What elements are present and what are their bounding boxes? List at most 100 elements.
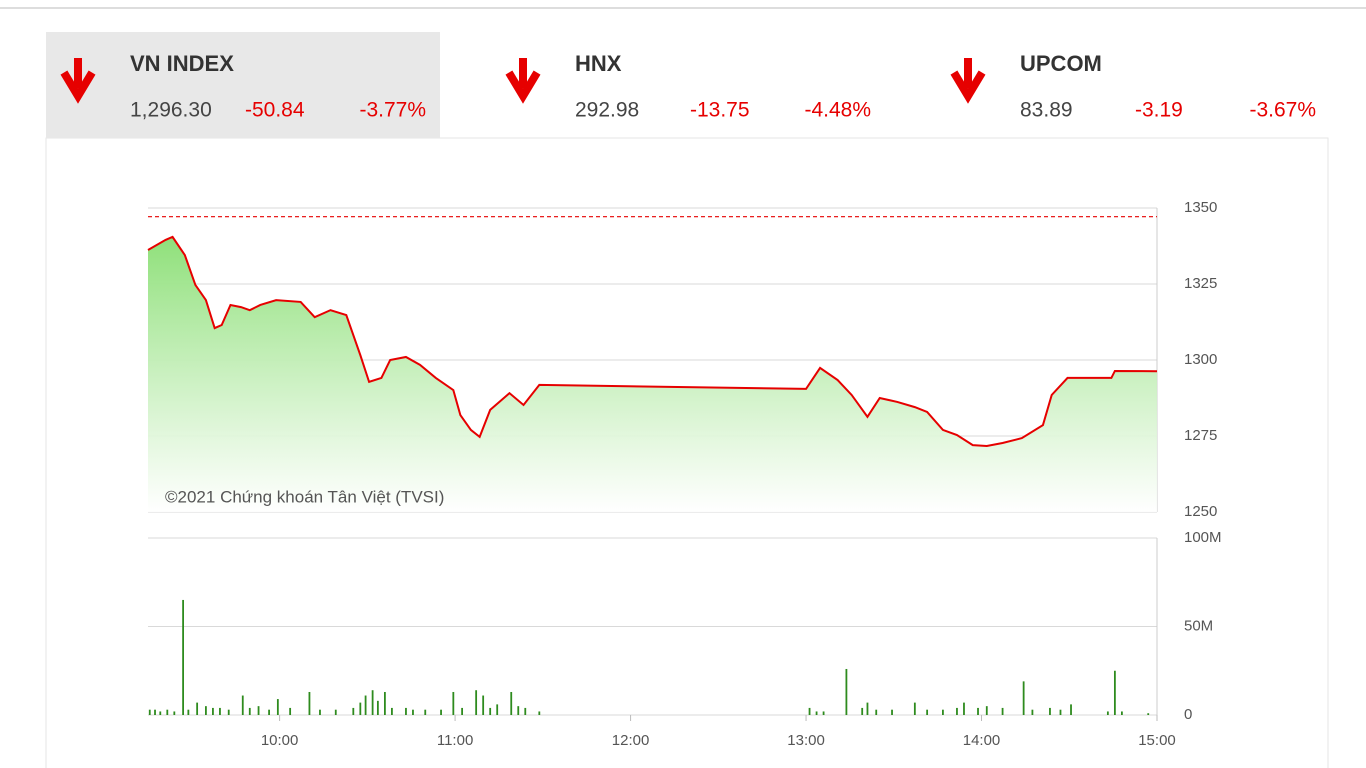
volume-bar <box>412 709 414 715</box>
index-value: 1,296.30 <box>130 99 212 122</box>
index-value: 83.89 <box>1020 99 1073 122</box>
volume-bar <box>1022 681 1025 715</box>
volume-bar <box>405 707 407 715</box>
volume-bar <box>1121 711 1123 715</box>
index-change: -13.75 <box>690 99 750 122</box>
volume-bar <box>861 707 864 715</box>
volume-bar <box>808 707 811 715</box>
index-change: -3.19 <box>1135 99 1183 122</box>
volume-bar <box>1001 707 1004 715</box>
x-tick-label: 11:00 <box>437 732 473 749</box>
volume-bar <box>845 668 848 715</box>
volume-bar <box>352 707 355 715</box>
volume-bar <box>276 699 279 715</box>
volume-bar <box>227 709 230 715</box>
volume-bar <box>257 706 260 715</box>
down-arrow <box>60 58 96 104</box>
volume-bar <box>166 709 169 715</box>
volume-bar <box>452 691 455 715</box>
volume-bar <box>173 711 176 715</box>
volume-bar <box>475 690 478 715</box>
volume-bar <box>1031 709 1034 715</box>
y-tick-label: 100M <box>1184 529 1222 546</box>
x-tick-label: 10:00 <box>261 732 299 749</box>
volume-bar <box>1106 711 1109 715</box>
volume-bar <box>364 695 367 715</box>
volume-bar <box>1070 704 1072 715</box>
index-name: VN INDEX <box>130 51 234 76</box>
volume-bar <box>376 700 379 715</box>
volume-bar <box>268 709 270 715</box>
y-tick-label: 1250 <box>1184 503 1217 520</box>
volume-bar <box>440 709 442 715</box>
volume-bar <box>891 709 893 715</box>
index-percent: -4.48% <box>804 99 871 122</box>
volume-bar <box>1113 670 1116 715</box>
x-tick-label: 14:00 <box>963 732 1001 749</box>
x-tick-label: 15:00 <box>1138 732 1176 749</box>
volume-bar <box>1147 713 1150 715</box>
volume-bar <box>913 702 916 715</box>
volume-bar <box>963 702 965 715</box>
volume-bar <box>866 702 869 715</box>
volume-bar <box>524 707 527 715</box>
area <box>148 236 1157 512</box>
volume-bar <box>489 707 492 715</box>
volume-bar <box>977 707 979 715</box>
volume-bar <box>383 691 386 715</box>
volume-bar <box>196 702 199 715</box>
index-change: -50.84 <box>245 99 305 122</box>
volume-bar <box>182 599 184 715</box>
volume-bar <box>496 704 499 715</box>
volume-bar <box>359 702 362 715</box>
volume-bar <box>148 709 151 715</box>
y-tick-label: 1300 <box>1184 351 1217 368</box>
volume-bar <box>942 709 944 715</box>
y-tick-label: 0 <box>1184 706 1192 723</box>
annotation: ©2021 Chứng khoán Tân Việt (TVSI) <box>165 487 444 506</box>
y-tick-label: 1275 <box>1184 427 1217 444</box>
volume-bar <box>248 707 251 715</box>
volume-bar <box>461 707 464 715</box>
index-name: HNX <box>575 51 622 76</box>
volume-bar <box>926 709 929 715</box>
volume-bar <box>371 690 374 715</box>
index-name: UPCOM <box>1020 51 1102 76</box>
volume-bar <box>1049 707 1051 715</box>
down-arrow <box>950 58 986 104</box>
volume-bar <box>822 711 825 715</box>
volume-bar <box>424 709 427 715</box>
volume-bar <box>154 709 156 715</box>
volume-bar <box>212 707 214 715</box>
volume-bar <box>538 711 541 715</box>
x-tick-label: 12:00 <box>612 732 650 749</box>
volume-bar <box>517 706 520 715</box>
volume-bar <box>334 709 337 715</box>
volume-bar <box>187 709 190 715</box>
price-line <box>147 235 1158 448</box>
volume-bar <box>205 706 207 715</box>
down-arrow <box>505 58 541 104</box>
volume-bar <box>159 711 162 715</box>
y-tick-label: 1350 <box>1184 199 1217 216</box>
volume-bar <box>985 706 988 715</box>
index-percent: -3.67% <box>1249 99 1316 122</box>
index-percent: -3.77% <box>359 99 426 122</box>
volume-bar <box>319 709 321 715</box>
y-tick-label: 50M <box>1184 617 1213 634</box>
volume-bar <box>510 691 513 715</box>
volume-bar <box>308 691 311 715</box>
y-tick-label: 1325 <box>1184 275 1217 292</box>
volume-bar <box>956 707 958 715</box>
volume-bar <box>815 711 818 715</box>
volume-bar <box>391 707 393 715</box>
volume-bar <box>219 707 221 715</box>
index-value: 292.98 <box>575 99 639 122</box>
volume-bar <box>482 695 485 715</box>
volume-bar <box>1059 709 1062 715</box>
selected-tile-bg <box>46 32 440 138</box>
volume-bar <box>241 695 244 715</box>
x-tick-label: 13:00 <box>787 732 825 749</box>
